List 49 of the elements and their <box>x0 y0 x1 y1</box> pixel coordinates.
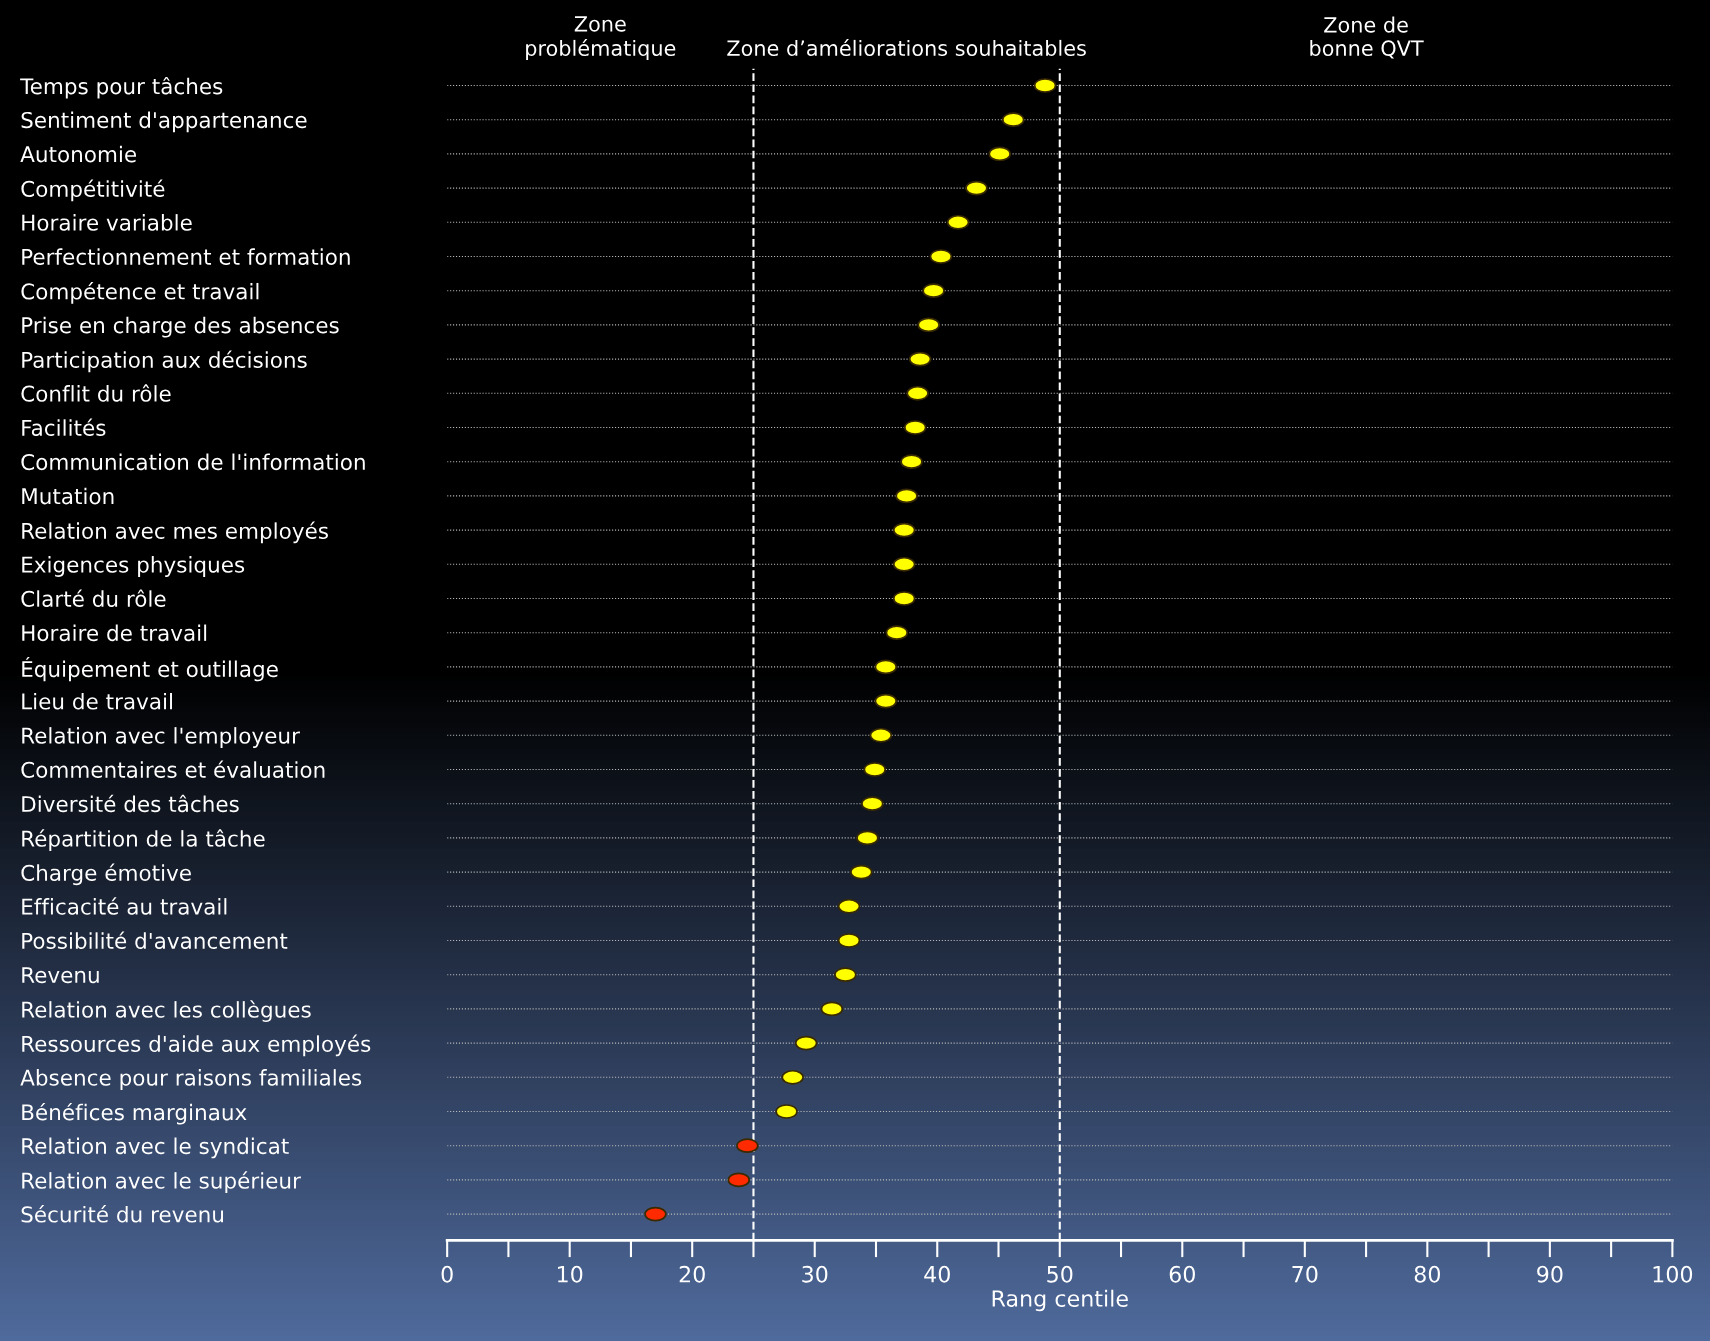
y-tick-label: Facilités <box>22 418 106 436</box>
x-tick-label: 30 <box>802 1265 828 1283</box>
x-tick-label: 0 <box>441 1265 453 1283</box>
y-tick-label: Charge émotive <box>21 863 191 886</box>
y-tick-label: Répartition de la tâche <box>22 829 265 851</box>
x-tick-label: 100 <box>1653 1265 1693 1283</box>
y-tick-label: Relation avec le syndicat <box>22 1137 289 1159</box>
y-tick-label: Communication de l'information <box>21 453 365 471</box>
x-tick-label: 50 <box>1047 1265 1073 1283</box>
y-tick-label: Relation avec l'employeur <box>22 727 300 748</box>
y-tick-label: Commentaires et évaluation <box>21 760 325 778</box>
x-tick-label: 20 <box>679 1265 705 1283</box>
y-tick-label: Relation avec le supérieur <box>22 1171 301 1193</box>
y-tick-label: Sentiment d'appartenance <box>21 111 307 133</box>
y-tick-label: Exigences physiques <box>22 556 245 577</box>
y-tick-label: Conflit du rôle <box>21 384 171 402</box>
y-tick-label: Bénéfices marginaux <box>22 1102 247 1125</box>
y-tick-label: Horaire de travail <box>22 624 207 642</box>
y-tick-label: Clarté du rôle <box>21 589 166 607</box>
y-tick-label: Revenu <box>22 967 99 984</box>
y-tick-label: Efficacité au travail <box>22 897 227 915</box>
y-tick-label: Ressources d'aide aux employés <box>22 1034 371 1057</box>
y-tick-label: Sécurité du revenu <box>21 1205 223 1223</box>
text: Zone d’améliorations souhaitables <box>727 39 1086 57</box>
y-tick-label: Absence pour raisons familiales <box>20 1069 362 1090</box>
y-tick-label: Possibilité d'avancement <box>22 931 288 949</box>
y-tick-label: Compétence et travail <box>21 282 259 304</box>
y-tick-label: Lieu de travail <box>22 692 172 710</box>
x-tick-label: 40 <box>924 1265 950 1283</box>
text: Zone problématique <box>526 16 676 61</box>
y-tick-label: Relation avec les collègues <box>22 1000 311 1022</box>
y-tick-label: Horaire variable <box>22 214 192 231</box>
y-tick-label: Prise en charge des absences <box>22 316 339 338</box>
x-axis-title: Rang centile <box>992 1289 1128 1312</box>
x-tick-label: 80 <box>1414 1265 1440 1283</box>
x-tick-label: 60 <box>1169 1265 1195 1283</box>
y-tick-label: Autonomie <box>20 145 137 163</box>
y-tick-label: Perfectionnement et formation <box>22 248 350 265</box>
y-tick-label: Relation avec mes employés <box>22 521 328 544</box>
y-tick-label: Mutation <box>22 487 114 505</box>
y-tick-label: Compétitivité <box>21 179 165 202</box>
x-tick-label: 10 <box>557 1265 583 1283</box>
y-tick-label: Temps pour tâches <box>20 76 223 99</box>
y-tick-label: Diversité des tâches <box>22 794 239 813</box>
y-tick-label: Équipement et outillage <box>22 656 278 682</box>
x-tick-label: 90 <box>1537 1265 1563 1283</box>
y-tick-label: Participation aux décisions <box>22 350 307 373</box>
x-tick-label: 70 <box>1292 1265 1318 1283</box>
text: Zone de bonne QVT <box>1310 16 1424 59</box>
